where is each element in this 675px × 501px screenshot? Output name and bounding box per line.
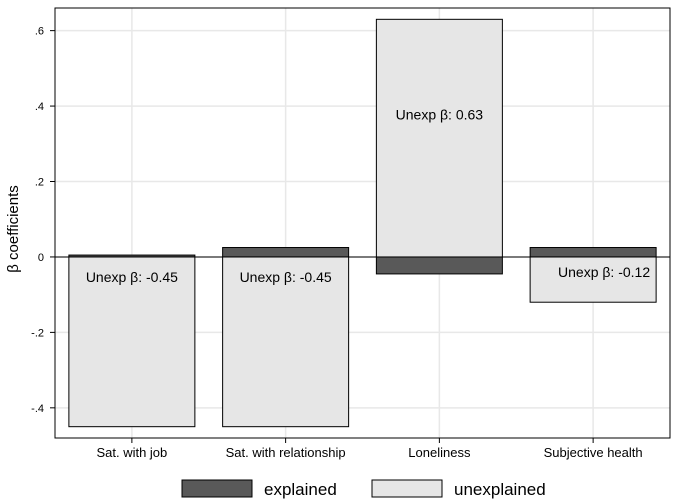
bar-data-label: Unexp β: -0.12 <box>558 264 650 280</box>
y-tick-label: .4 <box>35 101 44 113</box>
bar-explained-subjective-health <box>530 248 656 257</box>
bar-data-label: Unexp β: 0.63 <box>396 106 484 122</box>
bar-explained-loneliness <box>376 257 502 274</box>
bar-data-label: Unexp β: -0.45 <box>86 269 178 285</box>
legend-swatch-unexplained <box>372 480 442 497</box>
y-tick-label: -.4 <box>31 403 44 415</box>
bar-data-label: Unexp β: -0.45 <box>240 269 332 285</box>
x-tick-label: Sat. with relationship <box>226 445 346 460</box>
y-tick-label: .6 <box>35 26 44 38</box>
legend-label-unexplained: unexplained <box>454 480 546 499</box>
x-tick-label: Loneliness <box>408 445 471 460</box>
legend-swatch-explained <box>182 480 252 497</box>
x-tick-label: Sat. with job <box>96 445 167 460</box>
y-axis-label: β coefficients <box>5 185 22 273</box>
y-tick-label: .2 <box>35 177 44 189</box>
bar-explained-sat-with-relationship <box>223 248 349 257</box>
bar-unexplained-loneliness <box>376 19 502 257</box>
legend-label-explained: explained <box>264 480 337 499</box>
x-tick-label: Subjective health <box>544 445 643 460</box>
y-tick-label: 0 <box>38 252 44 264</box>
y-tick-label: -.2 <box>31 327 44 339</box>
